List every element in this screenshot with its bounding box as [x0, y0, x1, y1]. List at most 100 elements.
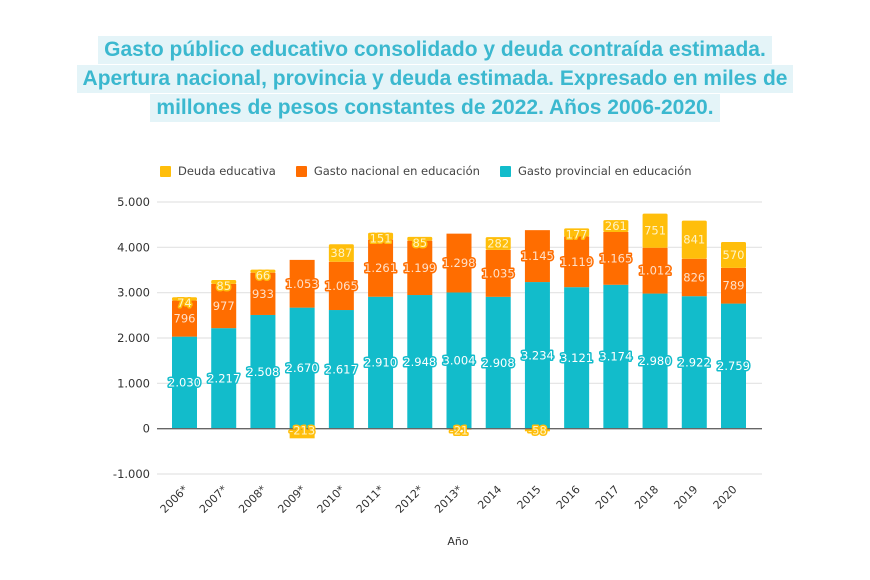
x-tick-label: 2016 — [554, 483, 583, 512]
data-label-nacional: 1.145 — [521, 249, 554, 263]
bar-nacional — [250, 272, 276, 315]
legend-swatch-deuda — [160, 165, 171, 177]
data-label-nacional: 977 — [213, 299, 235, 313]
x-tick-label: 2013* — [432, 483, 465, 516]
bar-deuda — [289, 428, 315, 439]
data-label-nacional: 1.053 — [286, 277, 319, 291]
bar-provincial — [564, 287, 590, 429]
data-label-nacional: 1.261 — [364, 261, 397, 275]
data-labels: 2.030 796 74 2.217 977 85 2.508 933 66 2.670 1.053… — [167, 218, 752, 440]
x-tick-label: 2012* — [393, 483, 426, 516]
x-tick-label: 2017 — [593, 483, 622, 512]
bar-provincial — [485, 296, 511, 429]
x-tick-label: 2015 — [515, 483, 544, 512]
data-label-provincial: 2.030 — [168, 376, 201, 390]
bar-provincial — [289, 307, 315, 429]
legend-swatch-nacional — [295, 165, 307, 177]
data-label-provincial: 3.004 — [443, 354, 476, 368]
bar-provincial — [211, 328, 237, 429]
bar-deuda — [564, 228, 590, 237]
bar-deuda — [524, 428, 550, 432]
y-tick-label: -1.000 — [113, 467, 150, 481]
title-line-3: millones de pesos constantes de 2022. Añ… — [150, 94, 720, 122]
legend-item-deuda[interactable]: Deuda educativa — [160, 164, 276, 178]
bar-provincial — [603, 284, 629, 429]
bar-nacional — [642, 247, 668, 294]
data-label-nacional: 826 — [683, 270, 705, 284]
data-label-nacional: 789 — [723, 279, 745, 293]
x-tick-label: 2008* — [236, 483, 269, 516]
chart-title: Gasto público educativo consolidado y de… — [0, 36, 870, 123]
bar-provincial — [642, 293, 668, 429]
title-line-2: Apertura nacional, provincia y deuda est… — [76, 65, 794, 93]
data-label-deuda: -58 — [528, 424, 547, 438]
data-label-nacional: 1.035 — [482, 266, 515, 280]
data-label-deuda: 151 — [370, 232, 392, 246]
data-label-deuda: 751 — [644, 224, 666, 238]
bar-deuda — [642, 213, 668, 248]
bar-deuda — [172, 297, 197, 301]
data-label-deuda: 841 — [683, 233, 705, 247]
data-label-deuda: -21 — [450, 424, 469, 438]
bar-nacional — [328, 261, 354, 311]
data-label-provincial: 2.217 — [207, 371, 240, 385]
data-label-provincial: 3.174 — [599, 350, 632, 364]
y-tick-label: 5.000 — [117, 195, 150, 209]
x-tick-label: 2020 — [711, 483, 740, 512]
y-tick-label: 0 — [143, 422, 150, 436]
bar-nacional — [368, 239, 394, 297]
data-label-deuda: 282 — [487, 237, 509, 251]
data-label-nacional: 1.065 — [325, 279, 358, 293]
data-label-nacional: 1.165 — [599, 251, 632, 265]
data-label-provincial: 2.908 — [482, 356, 515, 370]
data-label-nacional: 933 — [252, 287, 274, 301]
data-label-deuda: 570 — [723, 248, 745, 262]
data-label-provincial: 2.759 — [717, 359, 750, 373]
bar-deuda — [211, 280, 237, 284]
data-label-provincial: 3.234 — [521, 348, 554, 362]
x-tick-label: 2010* — [315, 483, 348, 516]
data-label-provincial: 2.910 — [364, 356, 397, 370]
legend-item-nacional[interactable]: Gasto nacional en educación — [295, 164, 480, 178]
legend-swatch-provincial — [499, 165, 511, 177]
bars — [172, 213, 746, 439]
legend-label-deuda: Deuda educativa — [178, 164, 276, 178]
bar-provincial — [524, 282, 550, 429]
data-label-provincial: 2.670 — [286, 361, 319, 375]
y-tick-label: 3.000 — [117, 286, 150, 300]
bar-nacional — [289, 259, 315, 308]
x-tick-label: 2006* — [158, 483, 191, 516]
bar-nacional — [211, 283, 237, 329]
bar-provincial — [681, 296, 707, 429]
data-label-nacional: 1.012 — [639, 264, 672, 278]
bar-deuda — [407, 236, 433, 241]
bar-nacional — [681, 258, 707, 297]
data-label-nacional: 1.199 — [403, 261, 436, 275]
data-label-provincial: 2.508 — [246, 365, 279, 379]
y-tick-label: 2.000 — [117, 331, 150, 345]
x-tick-label: 2018 — [632, 483, 661, 512]
bar-nacional — [485, 249, 511, 297]
bar-nacional — [172, 300, 197, 337]
title-line-1: Gasto público educativo consolidado y de… — [98, 36, 772, 64]
bar-nacional — [524, 230, 550, 283]
bar-nacional — [721, 267, 746, 304]
bar-nacional — [564, 236, 590, 288]
x-tick-label: 2014 — [475, 483, 504, 512]
legend-item-provincial[interactable]: Gasto provincial en educación — [499, 164, 692, 178]
data-label-deuda: 85 — [412, 236, 427, 250]
data-label-provincial: 2.980 — [639, 354, 672, 368]
data-label-provincial: 3.121 — [560, 351, 593, 365]
bar-nacional — [407, 240, 433, 296]
data-label-deuda: 85 — [216, 279, 231, 293]
bar-nacional — [603, 231, 629, 285]
x-axis-ticks: 2006* 2007* 2008* 2009* 2010* 2011* 2012* 2013*… — [158, 483, 740, 516]
bar-deuda — [368, 232, 394, 240]
data-label-deuda: 66 — [256, 269, 271, 283]
bar-provincial — [328, 310, 354, 429]
bar-nacional — [446, 233, 472, 293]
bar-deuda — [603, 220, 629, 232]
bar-provincial — [172, 336, 197, 429]
legend: Deuda educativa Gasto nacional en educac… — [160, 164, 712, 178]
